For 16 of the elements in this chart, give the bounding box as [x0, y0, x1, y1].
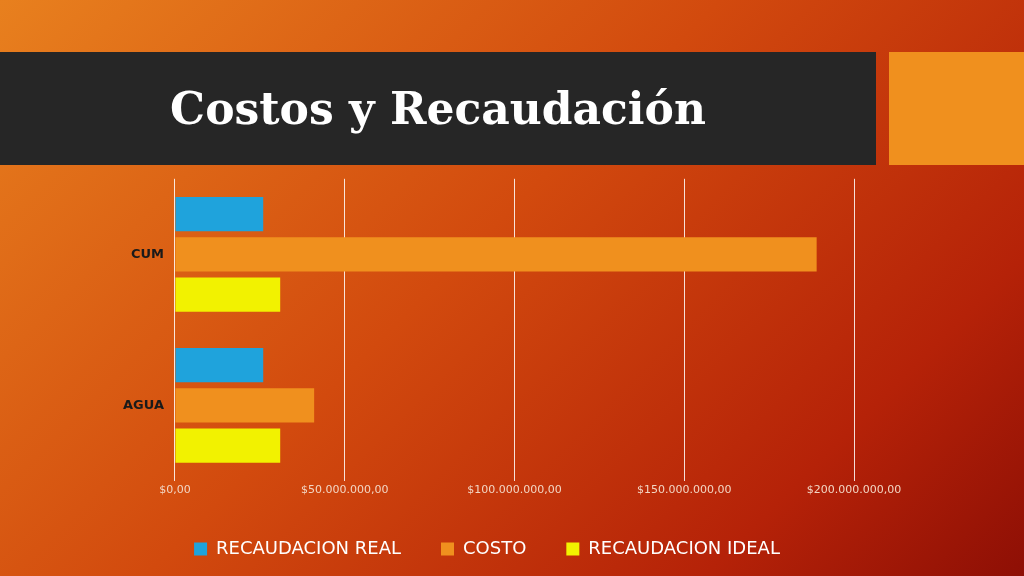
legend-label: RECAUDACION REAL: [216, 536, 402, 558]
bar: [175, 347, 264, 383]
bar: [175, 428, 281, 463]
x-tick-label: $0,00: [159, 483, 191, 497]
bar: [175, 237, 817, 272]
x-tick-label: $50.000.000,00: [300, 483, 389, 497]
bar: [175, 196, 264, 232]
x-tick-label: $100.000.000,00: [467, 483, 562, 497]
legend-label: COSTO: [463, 536, 527, 558]
y-tick-label: CUM: [130, 245, 164, 261]
bar: [175, 388, 315, 423]
y-tick-label: AGUA: [123, 396, 164, 412]
x-tick-label: $200.000.000,00: [806, 483, 902, 497]
legend-label: RECAUDACION IDEAL: [588, 536, 780, 558]
bar: [175, 277, 281, 312]
x-tick-label: $150.000.000,00: [636, 483, 732, 497]
